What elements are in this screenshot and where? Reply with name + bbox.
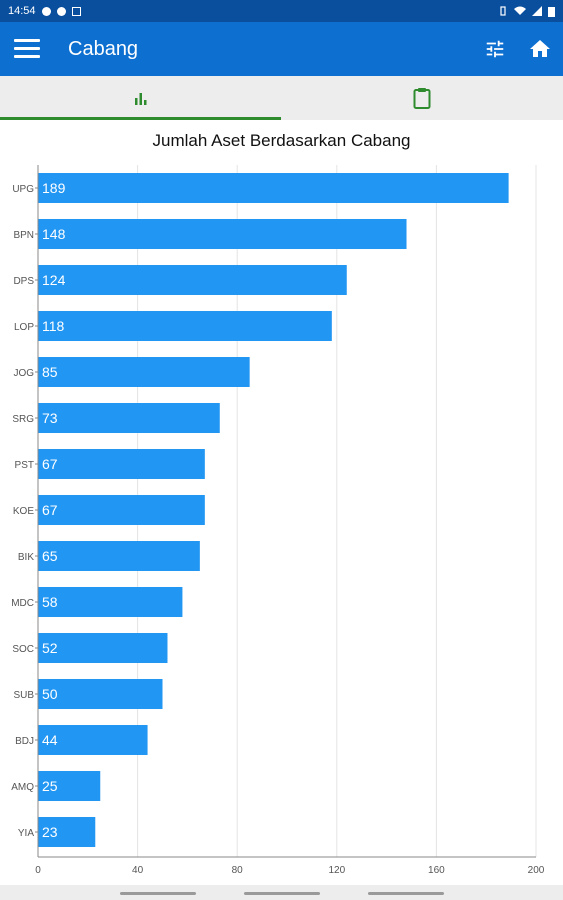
- x-tick-label: 40: [132, 865, 144, 876]
- x-tick-label: 80: [232, 865, 244, 876]
- bar: [38, 679, 163, 709]
- bar: [38, 633, 168, 663]
- bar-value-label: 67: [42, 502, 58, 518]
- bar: [38, 403, 220, 433]
- bar: [38, 587, 183, 617]
- bar-value-label: 52: [42, 640, 58, 656]
- status-bar: 14:54: [0, 0, 563, 22]
- y-tick-label: BPN: [13, 230, 34, 241]
- y-tick-label: KOE: [13, 506, 34, 517]
- tab-chart[interactable]: [0, 76, 281, 120]
- bar: [38, 311, 332, 341]
- bar-value-label: 189: [42, 180, 66, 196]
- wifi-icon: [514, 6, 526, 15]
- bar-value-label: 73: [42, 410, 58, 426]
- y-tick-label: UPG: [12, 184, 34, 195]
- bar: [38, 541, 200, 571]
- tune-icon[interactable]: [484, 38, 506, 60]
- app-bar: Cabang: [0, 22, 563, 76]
- bar: [38, 357, 250, 387]
- bar-value-label: 65: [42, 548, 58, 564]
- bar-value-label: 67: [42, 456, 58, 472]
- bar-value-label: 23: [42, 824, 58, 840]
- vibrate-icon: [500, 6, 506, 16]
- bar: [38, 495, 205, 525]
- menu-icon[interactable]: [14, 39, 40, 59]
- tab-bar: [0, 76, 563, 120]
- y-tick-label: DPS: [13, 276, 34, 287]
- bar: [38, 449, 205, 479]
- page-title: Cabang: [68, 38, 139, 60]
- chart-title: Jumlah Aset Berdasarkan Cabang: [152, 131, 411, 150]
- nav-handle-left[interactable]: [120, 892, 196, 895]
- bar-value-label: 124: [42, 272, 66, 288]
- clipboard-icon: [413, 88, 430, 109]
- x-tick-label: 120: [328, 865, 345, 876]
- y-tick-label: SUB: [13, 690, 34, 701]
- notification-icon: [41, 6, 51, 16]
- bar: [38, 771, 101, 801]
- bar-value-label: 118: [42, 318, 65, 334]
- x-tick-label: 0: [35, 865, 41, 876]
- bottom-nav-bar: [0, 885, 563, 900]
- y-tick-label: SRG: [12, 414, 34, 425]
- bar-value-label: 44: [42, 732, 58, 748]
- bar-chart: 0 40 80 120 160 200 189 UPG 148 BPN 124 DPS 118 LOP 85…: [11, 165, 545, 876]
- home-icon[interactable]: [528, 37, 552, 61]
- bar: [38, 219, 407, 249]
- y-tick-label: AMQ: [11, 782, 34, 793]
- bar-value-label: 50: [42, 686, 58, 702]
- nav-handle-center[interactable]: [244, 892, 320, 895]
- status-time: 14:54: [8, 5, 36, 17]
- x-tick-label: 200: [528, 865, 545, 876]
- bar: [38, 725, 148, 755]
- battery-icon: [548, 6, 555, 17]
- y-tick-label: YIA: [18, 828, 34, 839]
- y-tick-label: BIK: [18, 552, 34, 563]
- x-tick-label: 160: [428, 865, 445, 876]
- tab-list[interactable]: [281, 76, 562, 120]
- sync-icon: [56, 6, 66, 16]
- bar-value-label: 148: [42, 226, 66, 242]
- bar-value-label: 25: [42, 778, 58, 794]
- nav-handle-right[interactable]: [368, 892, 444, 895]
- gallery-icon: [71, 6, 81, 16]
- bar: [38, 817, 96, 847]
- bar: [38, 265, 347, 295]
- bar-value-label: 58: [42, 594, 58, 610]
- bar: [38, 173, 509, 203]
- y-tick-label: LOP: [14, 322, 34, 333]
- y-tick-label: JOG: [13, 368, 34, 379]
- y-tick-label: MDC: [11, 598, 34, 609]
- bar-value-label: 85: [42, 364, 58, 380]
- y-tick-label: PST: [15, 460, 34, 471]
- signal-icon: [532, 6, 542, 16]
- y-tick-label: BDJ: [15, 736, 34, 747]
- y-tick-label: SOC: [12, 644, 34, 655]
- bar-chart-icon: [134, 93, 146, 105]
